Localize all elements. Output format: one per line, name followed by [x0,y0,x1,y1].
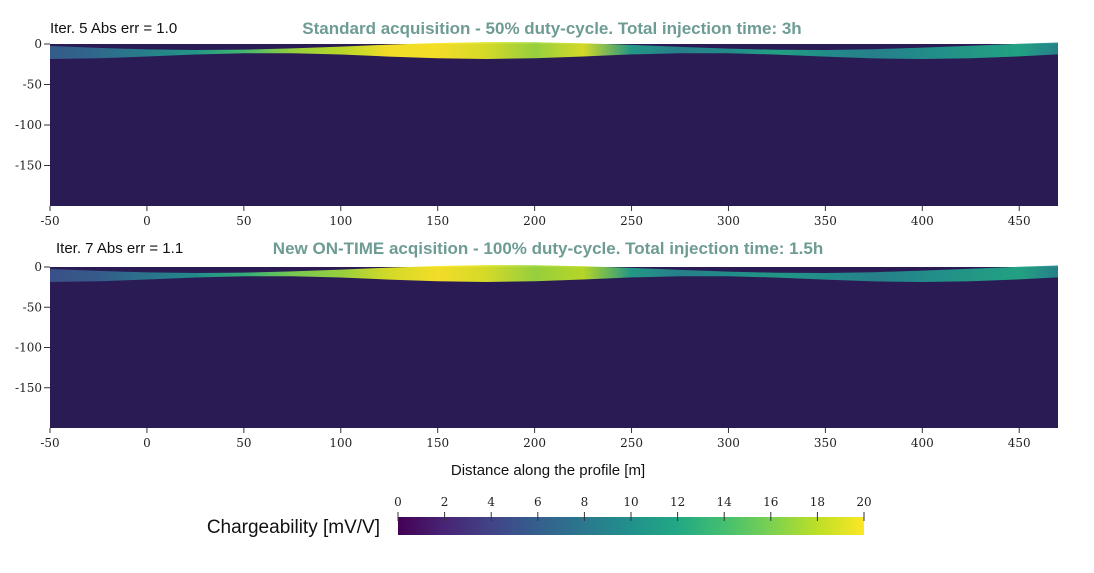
panel-title: Standard acquisition - 50% duty-cycle. T… [302,19,801,38]
y-axis: 0 -50 -100 -150 [15,260,50,395]
x-axis: -50 0 50 100 150 200 250 300 350 400 450 [40,428,1031,450]
x-tick-label: -50 [40,214,59,228]
colorbar-tick-label: 16 [763,495,778,509]
chart-panel-bottom: Iter. 7 Abs err = 1.1 New ON-TIME acqisi… [15,239,1058,450]
iteration-label: Iter. 7 Abs err = 1.1 [56,240,183,257]
y-tick-label: -150 [15,381,42,395]
x-tick-label: 250 [620,436,643,450]
y-tick-label: 0 [34,37,42,51]
y-tick-label: -100 [15,118,42,132]
x-tick-label: 100 [329,214,352,228]
iteration-label: Iter. 5 Abs err = 1.0 [50,20,177,37]
x-tick-label: 450 [1008,214,1031,228]
colorbar-tick-label: 14 [717,495,733,509]
colorbar-tick-label: 18 [810,495,825,509]
x-tick-label: 400 [911,214,934,228]
colorbar-tick-label: 12 [670,495,685,509]
model-section [50,267,1058,428]
x-tick-label: 450 [1008,436,1031,450]
x-tick-label: 300 [717,214,740,228]
x-tick-label: 0 [143,214,151,228]
x-tick-label: 50 [236,436,251,450]
colorbar-label: Chargeability [mV/V] [207,517,380,538]
colorbar-tick-label: 2 [441,495,449,509]
colorbar: Chargeability [mV/V] 0 2 4 6 8 10 12 14 16 18 20 [207,495,872,538]
high-chargeability-surface-layer [50,42,1058,59]
y-tick-label: -50 [23,78,42,92]
x-tick-label: 200 [523,436,546,450]
colorbar-tick-label: 4 [487,495,495,509]
x-tick-label: 200 [523,214,546,228]
y-tick-label: -150 [15,159,42,173]
colorbar-tick-label: 6 [534,495,542,509]
y-tick-label: -100 [15,341,42,355]
panel-title: New ON-TIME acqisition - 100% duty-cycle… [273,239,823,258]
x-tick-label: 100 [329,436,352,450]
x-tick-label: 350 [814,214,837,228]
x-axis-label: Distance along the profile [m] [451,462,645,479]
x-tick-label: -50 [40,436,59,450]
colorbar-ticks: 0 2 4 6 8 10 12 14 16 18 20 [394,495,872,521]
colorbar-tick-label: 0 [394,495,402,509]
chart-panel-top: Iter. 5 Abs err = 1.0 Standard acquisiti… [15,19,1058,228]
x-axis: -50 0 50 100 150 200 250 300 350 400 450 [40,206,1031,228]
colorbar-ramp [398,517,864,535]
y-tick-label: -50 [23,300,42,314]
colorbar-tick-label: 20 [856,495,871,509]
x-tick-label: 0 [143,436,151,450]
x-tick-label: 50 [236,214,251,228]
y-tick-label: 0 [34,260,42,274]
x-tick-label: 250 [620,214,643,228]
x-tick-label: 300 [717,436,740,450]
colorbar-tick-label: 10 [623,495,638,509]
x-tick-label: 350 [814,436,837,450]
y-axis: 0 -50 -100 -150 [15,37,50,173]
model-section [50,44,1058,206]
x-tick-label: 150 [426,436,449,450]
x-tick-label: 400 [911,436,934,450]
colorbar-tick-label: 8 [581,495,589,509]
high-chargeability-surface-layer [50,265,1058,282]
x-tick-label: 150 [426,214,449,228]
